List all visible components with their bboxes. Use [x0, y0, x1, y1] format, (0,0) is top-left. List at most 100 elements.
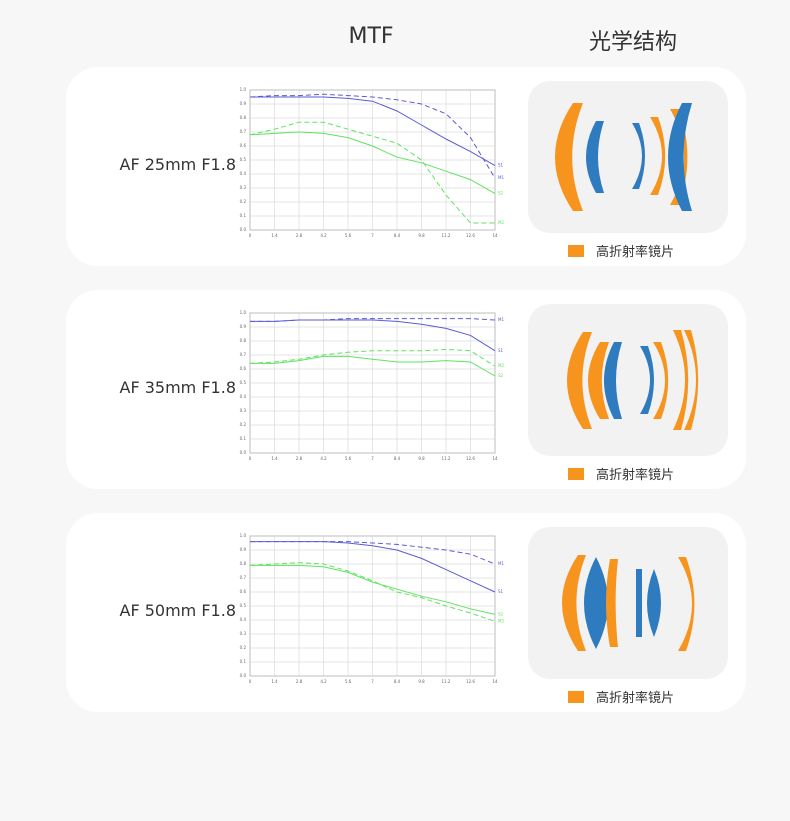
x-tick-label: 9.8 [418, 233, 425, 238]
x-tick-label: 4.2 [320, 233, 327, 238]
mtf-line [249, 348, 496, 367]
x-tick-label: 14 [492, 233, 498, 238]
lens-element [647, 569, 661, 637]
lens-element [606, 559, 618, 647]
legend: 高折射率镜片 [568, 241, 674, 260]
lens-element [636, 569, 642, 637]
lens-element [584, 557, 608, 649]
legend-text: 高折射率镜片 [596, 691, 675, 706]
series-label: S1 [498, 589, 504, 594]
x-tick-label: 1.4 [271, 456, 278, 461]
y-tick-label: 0.0 [240, 673, 247, 678]
x-tick-label: 1.4 [271, 679, 278, 684]
legend-swatch [568, 690, 584, 703]
y-tick-label: 1.0 [240, 87, 247, 92]
lens-element [632, 123, 645, 189]
y-tick-label: 0.4 [240, 394, 247, 399]
mtf-chart: 0.0 0.1 0.2 0.3 0.4 0.5 0.6 0.7 0.8 0.9 1.0 0 1.4 2.8… [240, 310, 505, 461]
x-tick-label: 5.6 [345, 679, 352, 684]
x-tick-label: 0 [249, 679, 252, 684]
mtf-line [250, 355, 496, 377]
y-tick-label: 0.0 [240, 227, 247, 232]
x-tick-label: 5.6 [345, 233, 352, 238]
lens-element [586, 121, 604, 193]
lens-element [668, 103, 692, 211]
mtf-line [250, 318, 496, 322]
row-card: AF 25mm F1.8 0.0 0.1 0.2 0.3 0.4 0.5 0.6 0.7 0.8 0… [66, 67, 746, 266]
mtf-line [250, 564, 496, 615]
y-tick-label: 0.6 [240, 589, 247, 594]
lens-element [653, 342, 669, 419]
lens-diagram [567, 330, 699, 430]
y-tick-label: 0.3 [240, 408, 247, 413]
mtf-line [249, 562, 496, 622]
y-tick-label: 0.1 [240, 436, 247, 441]
x-tick-label: 12.6 [466, 679, 475, 684]
legend-text: 高折射率镜片 [596, 468, 675, 483]
lens-diagram [555, 103, 692, 211]
series-label: S2 [498, 191, 504, 196]
structure-header: 光学结构 [588, 30, 678, 55]
lens-element [555, 103, 583, 211]
series-label: S2 [498, 373, 504, 378]
x-tick-label: 0 [249, 456, 252, 461]
lens-panel [528, 527, 728, 679]
lens-label: AF 35mm F1.8 [119, 378, 237, 397]
lens-panel [528, 304, 728, 456]
lens-element [640, 346, 654, 414]
y-tick-label: 0.2 [240, 199, 247, 204]
y-tick-label: 0.7 [240, 352, 247, 357]
mtf-line [250, 541, 496, 565]
series-label: M2 [498, 363, 504, 368]
x-tick-label: 8.4 [394, 233, 401, 238]
lens-label: AF 50mm F1.8 [119, 601, 237, 620]
lens-element [678, 557, 695, 651]
y-tick-label: 0.7 [240, 575, 247, 580]
y-tick-label: 0.1 [240, 659, 247, 664]
series-label: M2 [498, 618, 504, 623]
x-tick-label: 2.8 [296, 233, 303, 238]
x-tick-label: 2.8 [296, 456, 303, 461]
x-tick-label: 5.6 [345, 456, 352, 461]
y-tick-label: 0.0 [240, 450, 247, 455]
lens-element [604, 342, 622, 419]
x-tick-label: 9.8 [418, 456, 425, 461]
series-label: S1 [498, 348, 504, 353]
mtf-line [249, 93, 496, 179]
row-card: AF 50mm F1.8 0.0 0.1 0.2 0.3 0.4 0.5 0.6 0.7 0.8 0… [66, 513, 746, 712]
mtf-line [249, 131, 496, 195]
x-tick-label: 11.2 [442, 456, 451, 461]
y-tick-label: 0.4 [240, 171, 247, 176]
series-label: S1 [498, 163, 504, 168]
series-label: M2 [498, 220, 504, 225]
mtf-chart: 0.0 0.1 0.2 0.3 0.4 0.5 0.6 0.7 0.8 0.9 1.0 0 1.4 2.8… [240, 87, 505, 238]
y-tick-label: 0.8 [240, 115, 247, 120]
lens-label: AF 25mm F1.8 [119, 155, 237, 174]
y-tick-label: 0.8 [240, 561, 247, 566]
x-tick-label: 0 [249, 233, 252, 238]
x-tick-label: 1.4 [271, 233, 278, 238]
y-tick-label: 0.6 [240, 366, 247, 371]
y-tick-label: 0.9 [240, 101, 247, 106]
y-tick-label: 0.6 [240, 143, 247, 148]
x-tick-label: 14 [492, 456, 498, 461]
x-tick-label: 11.2 [442, 233, 451, 238]
x-tick-label: 7 [371, 679, 374, 684]
lens-element [567, 332, 592, 429]
y-tick-label: 0.5 [240, 603, 247, 608]
lens-element [588, 342, 609, 419]
y-tick-label: 0.8 [240, 338, 247, 343]
y-tick-label: 0.3 [240, 631, 247, 636]
y-tick-label: 0.2 [240, 422, 247, 427]
x-tick-label: 11.2 [442, 679, 451, 684]
x-tick-label: 4.2 [320, 456, 327, 461]
y-tick-label: 0.2 [240, 645, 247, 650]
y-tick-label: 1.0 [240, 310, 247, 315]
y-tick-label: 0.9 [240, 324, 247, 329]
mtf-chart: 0.0 0.1 0.2 0.3 0.4 0.5 0.6 0.7 0.8 0.9 1.0 0 1.4 2.8… [240, 533, 505, 684]
x-tick-label: 7 [371, 233, 374, 238]
x-tick-label: 9.8 [418, 679, 425, 684]
legend: 高折射率镜片 [568, 687, 674, 706]
legend-swatch [568, 467, 584, 480]
